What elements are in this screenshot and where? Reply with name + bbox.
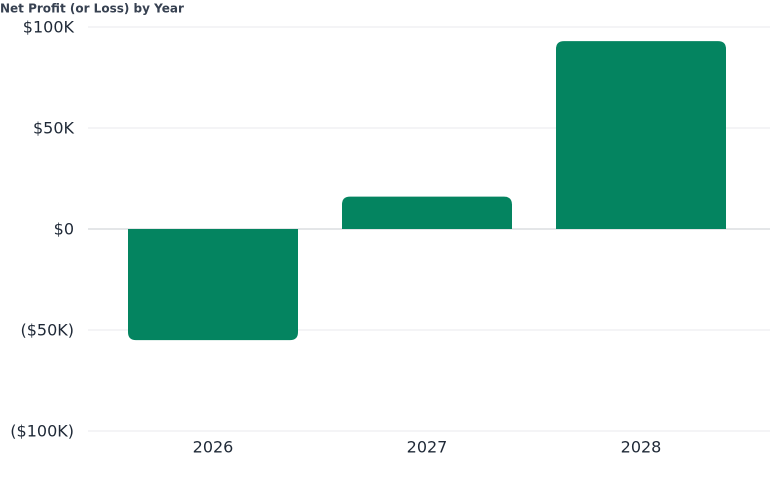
y-tick-label: $100K <box>23 18 75 37</box>
y-tick-label: ($100K) <box>10 422 74 441</box>
bar <box>342 196 512 229</box>
chart-title: Net Profit (or Loss) by Year <box>0 2 184 16</box>
y-tick-label: ($50K) <box>20 321 74 340</box>
x-tick-label: 2027 <box>407 438 448 457</box>
bar <box>556 41 726 229</box>
y-tick-label: $0 <box>54 220 74 239</box>
x-tick-label: 2028 <box>621 438 662 457</box>
x-tick-label: 2026 <box>193 438 234 457</box>
y-tick-label: $50K <box>33 119 75 138</box>
bar <box>128 229 298 341</box>
